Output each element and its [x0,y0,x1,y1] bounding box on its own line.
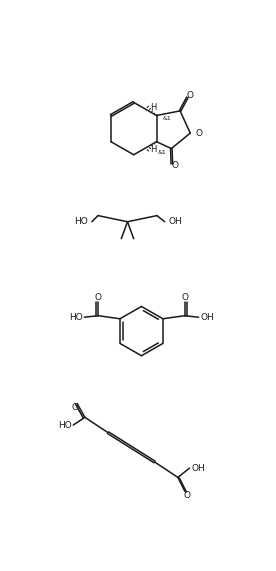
Text: HO: HO [69,313,83,321]
Text: OH: OH [200,313,214,321]
Text: O: O [181,293,188,303]
Text: O: O [71,403,78,412]
Text: O: O [184,490,191,500]
Text: O: O [171,161,179,170]
Text: HO: HO [74,217,88,226]
Text: O: O [196,128,203,138]
Text: O: O [187,91,194,100]
Text: HO: HO [58,420,72,429]
Text: &1: &1 [163,116,171,121]
Text: H: H [150,103,156,112]
Text: &1: &1 [158,150,167,155]
Text: O: O [95,293,102,303]
Text: OH: OH [191,464,205,473]
Text: OH: OH [169,217,182,226]
Text: H: H [150,145,156,154]
